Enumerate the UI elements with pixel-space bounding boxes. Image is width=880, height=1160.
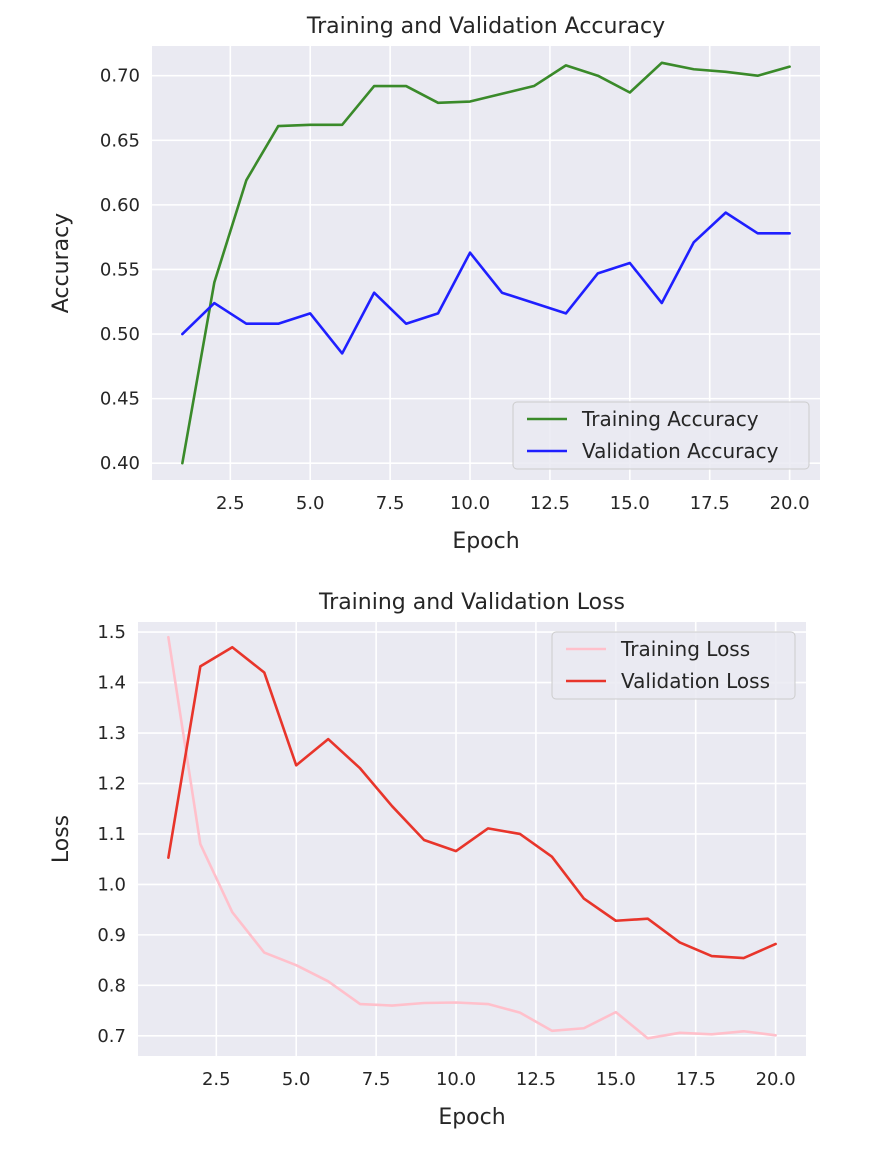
x-tick-label: 12.5 (516, 1069, 556, 1090)
legend-label: Validation Accuracy (582, 439, 779, 463)
y-tick-label: 0.50 (100, 324, 140, 345)
chart-2: 2.5 5.0 7.5 10.0 12.5 15.0 17.5 20.0 0.7 0.8 0.9 1.… (49, 590, 806, 1130)
x-tick-label: 5.0 (282, 1069, 311, 1090)
y-tick-label: 0.40 (100, 453, 140, 474)
x-tick-label: 20.0 (770, 493, 810, 514)
legend-label: Training Accuracy (581, 407, 759, 431)
y-tick-label: 0.60 (100, 195, 140, 216)
x-tick-label: 5.0 (296, 493, 325, 514)
x-tick-label: 15.0 (596, 1069, 636, 1090)
x-tick-label: 7.5 (376, 493, 405, 514)
x-tick-label: 17.5 (690, 493, 730, 514)
y-tick-label: 0.7 (97, 1026, 126, 1047)
y-tick-label: 0.65 (100, 130, 140, 151)
series-line-2 (181, 211, 791, 355)
y-tick-label: 1.1 (97, 824, 126, 845)
y-tick-label: 0.55 (100, 259, 140, 280)
series-line-2 (167, 645, 777, 960)
legend: Training Loss Validation Loss (551, 631, 796, 700)
y-tick-label: 0.8 (97, 975, 126, 996)
y-tick-label: 0.9 (97, 925, 126, 946)
legend-box (551, 631, 796, 700)
x-axis-label: Epoch (452, 529, 519, 554)
x-tick-label: 10.0 (450, 493, 490, 514)
legend: Training Accuracy Validation Accuracy (512, 401, 810, 470)
legend-label: Validation Loss (621, 669, 770, 693)
y-tick-label: 1.4 (97, 673, 126, 694)
series-line-1 (167, 635, 777, 1040)
x-tick-label: 17.5 (676, 1069, 716, 1090)
series-line-1 (181, 61, 791, 465)
x-tick-label: 10.0 (436, 1069, 476, 1090)
x-tick-label: 15.0 (610, 493, 650, 514)
x-tick-label: 7.5 (362, 1069, 391, 1090)
chart-title: Training and Validation Loss (318, 590, 625, 615)
x-tick-label: 2.5 (216, 493, 245, 514)
y-axis-label: Loss (49, 815, 74, 863)
y-tick-label: 1.5 (97, 622, 126, 643)
x-tick-label: 20.0 (756, 1069, 796, 1090)
y-tick-label: 1.3 (97, 723, 126, 744)
x-axis-label: Epoch (438, 1105, 505, 1130)
y-tick-label: 0.45 (100, 389, 140, 410)
y-tick-label: 0.70 (100, 66, 140, 87)
legend-label: Training Loss (620, 637, 750, 661)
x-tick-label: 12.5 (530, 493, 570, 514)
chart-title: Training and Validation Accuracy (306, 14, 665, 39)
chart-1: 2.5 5.0 7.5 10.0 12.5 15.0 17.5 20.0 0.40 0.45 0.5… (49, 14, 820, 554)
y-axis-label: Accuracy (49, 213, 74, 313)
y-tick-label: 1.0 (97, 874, 126, 895)
x-tick-label: 2.5 (202, 1069, 231, 1090)
legend-box (512, 401, 810, 470)
y-tick-label: 1.2 (97, 773, 126, 794)
